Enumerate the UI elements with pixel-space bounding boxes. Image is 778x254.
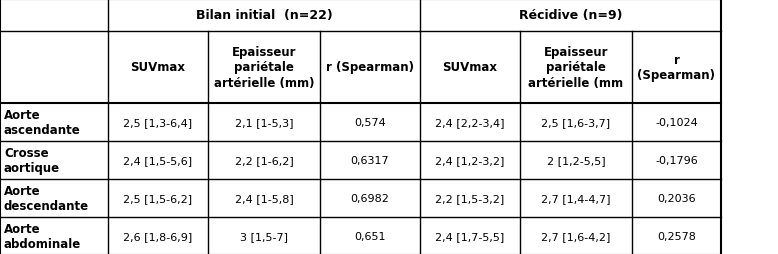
Text: 2,7 [1,6-4,2]: 2,7 [1,6-4,2] (541, 231, 611, 241)
Text: 0,2036: 0,2036 (657, 193, 696, 203)
Text: 2 [1,2-5,5]: 2 [1,2-5,5] (547, 155, 605, 165)
Text: -0,1024: -0,1024 (655, 118, 698, 128)
Text: 2,4 [1,7-5,5]: 2,4 [1,7-5,5] (436, 231, 505, 241)
Text: SUVmax: SUVmax (443, 61, 497, 74)
Text: 2,4 [2,2-3,4]: 2,4 [2,2-3,4] (435, 118, 505, 128)
Text: Récidive (n=9): Récidive (n=9) (519, 9, 622, 22)
Text: 0,6317: 0,6317 (351, 155, 389, 165)
Text: Epaisseur
pariétale
artérielle (mm: Epaisseur pariétale artérielle (mm (528, 46, 623, 90)
Text: Bilan initial  (n=22): Bilan initial (n=22) (195, 9, 332, 22)
Text: SUVmax: SUVmax (131, 61, 185, 74)
Text: 0,2578: 0,2578 (657, 231, 696, 241)
Text: 2,4 [1,2-3,2]: 2,4 [1,2-3,2] (436, 155, 505, 165)
Text: Crosse
aortique: Crosse aortique (4, 146, 60, 174)
Text: 2,5 [1,5-6,2]: 2,5 [1,5-6,2] (124, 193, 193, 203)
Text: r
(Spearman): r (Spearman) (637, 54, 716, 82)
Text: 2,2 [1-6,2]: 2,2 [1-6,2] (235, 155, 293, 165)
Text: 2,4 [1,5-5,6]: 2,4 [1,5-5,6] (124, 155, 193, 165)
Text: 2,5 [1,3-6,4]: 2,5 [1,3-6,4] (124, 118, 193, 128)
Text: Aorte
abdominale: Aorte abdominale (4, 222, 81, 250)
Text: Aorte
ascendante: Aorte ascendante (4, 108, 81, 136)
Text: r (Spearman): r (Spearman) (326, 61, 414, 74)
Text: 2,1 [1-5,3]: 2,1 [1-5,3] (235, 118, 293, 128)
Text: 3 [1,5-7]: 3 [1,5-7] (240, 231, 288, 241)
Text: 0,574: 0,574 (354, 118, 386, 128)
Text: 0,651: 0,651 (354, 231, 386, 241)
Text: -0,1796: -0,1796 (655, 155, 698, 165)
Text: 2,2 [1,5-3,2]: 2,2 [1,5-3,2] (436, 193, 505, 203)
Text: 2,7 [1,4-4,7]: 2,7 [1,4-4,7] (541, 193, 611, 203)
Text: 2,4 [1-5,8]: 2,4 [1-5,8] (235, 193, 293, 203)
Text: 2,6 [1,8-6,9]: 2,6 [1,8-6,9] (124, 231, 193, 241)
Text: Epaisseur
pariétale
artérielle (mm): Epaisseur pariétale artérielle (mm) (214, 46, 314, 90)
Text: Aorte
descendante: Aorte descendante (4, 184, 89, 212)
Text: 2,5 [1,6-3,7]: 2,5 [1,6-3,7] (541, 118, 611, 128)
Text: 0,6982: 0,6982 (351, 193, 390, 203)
